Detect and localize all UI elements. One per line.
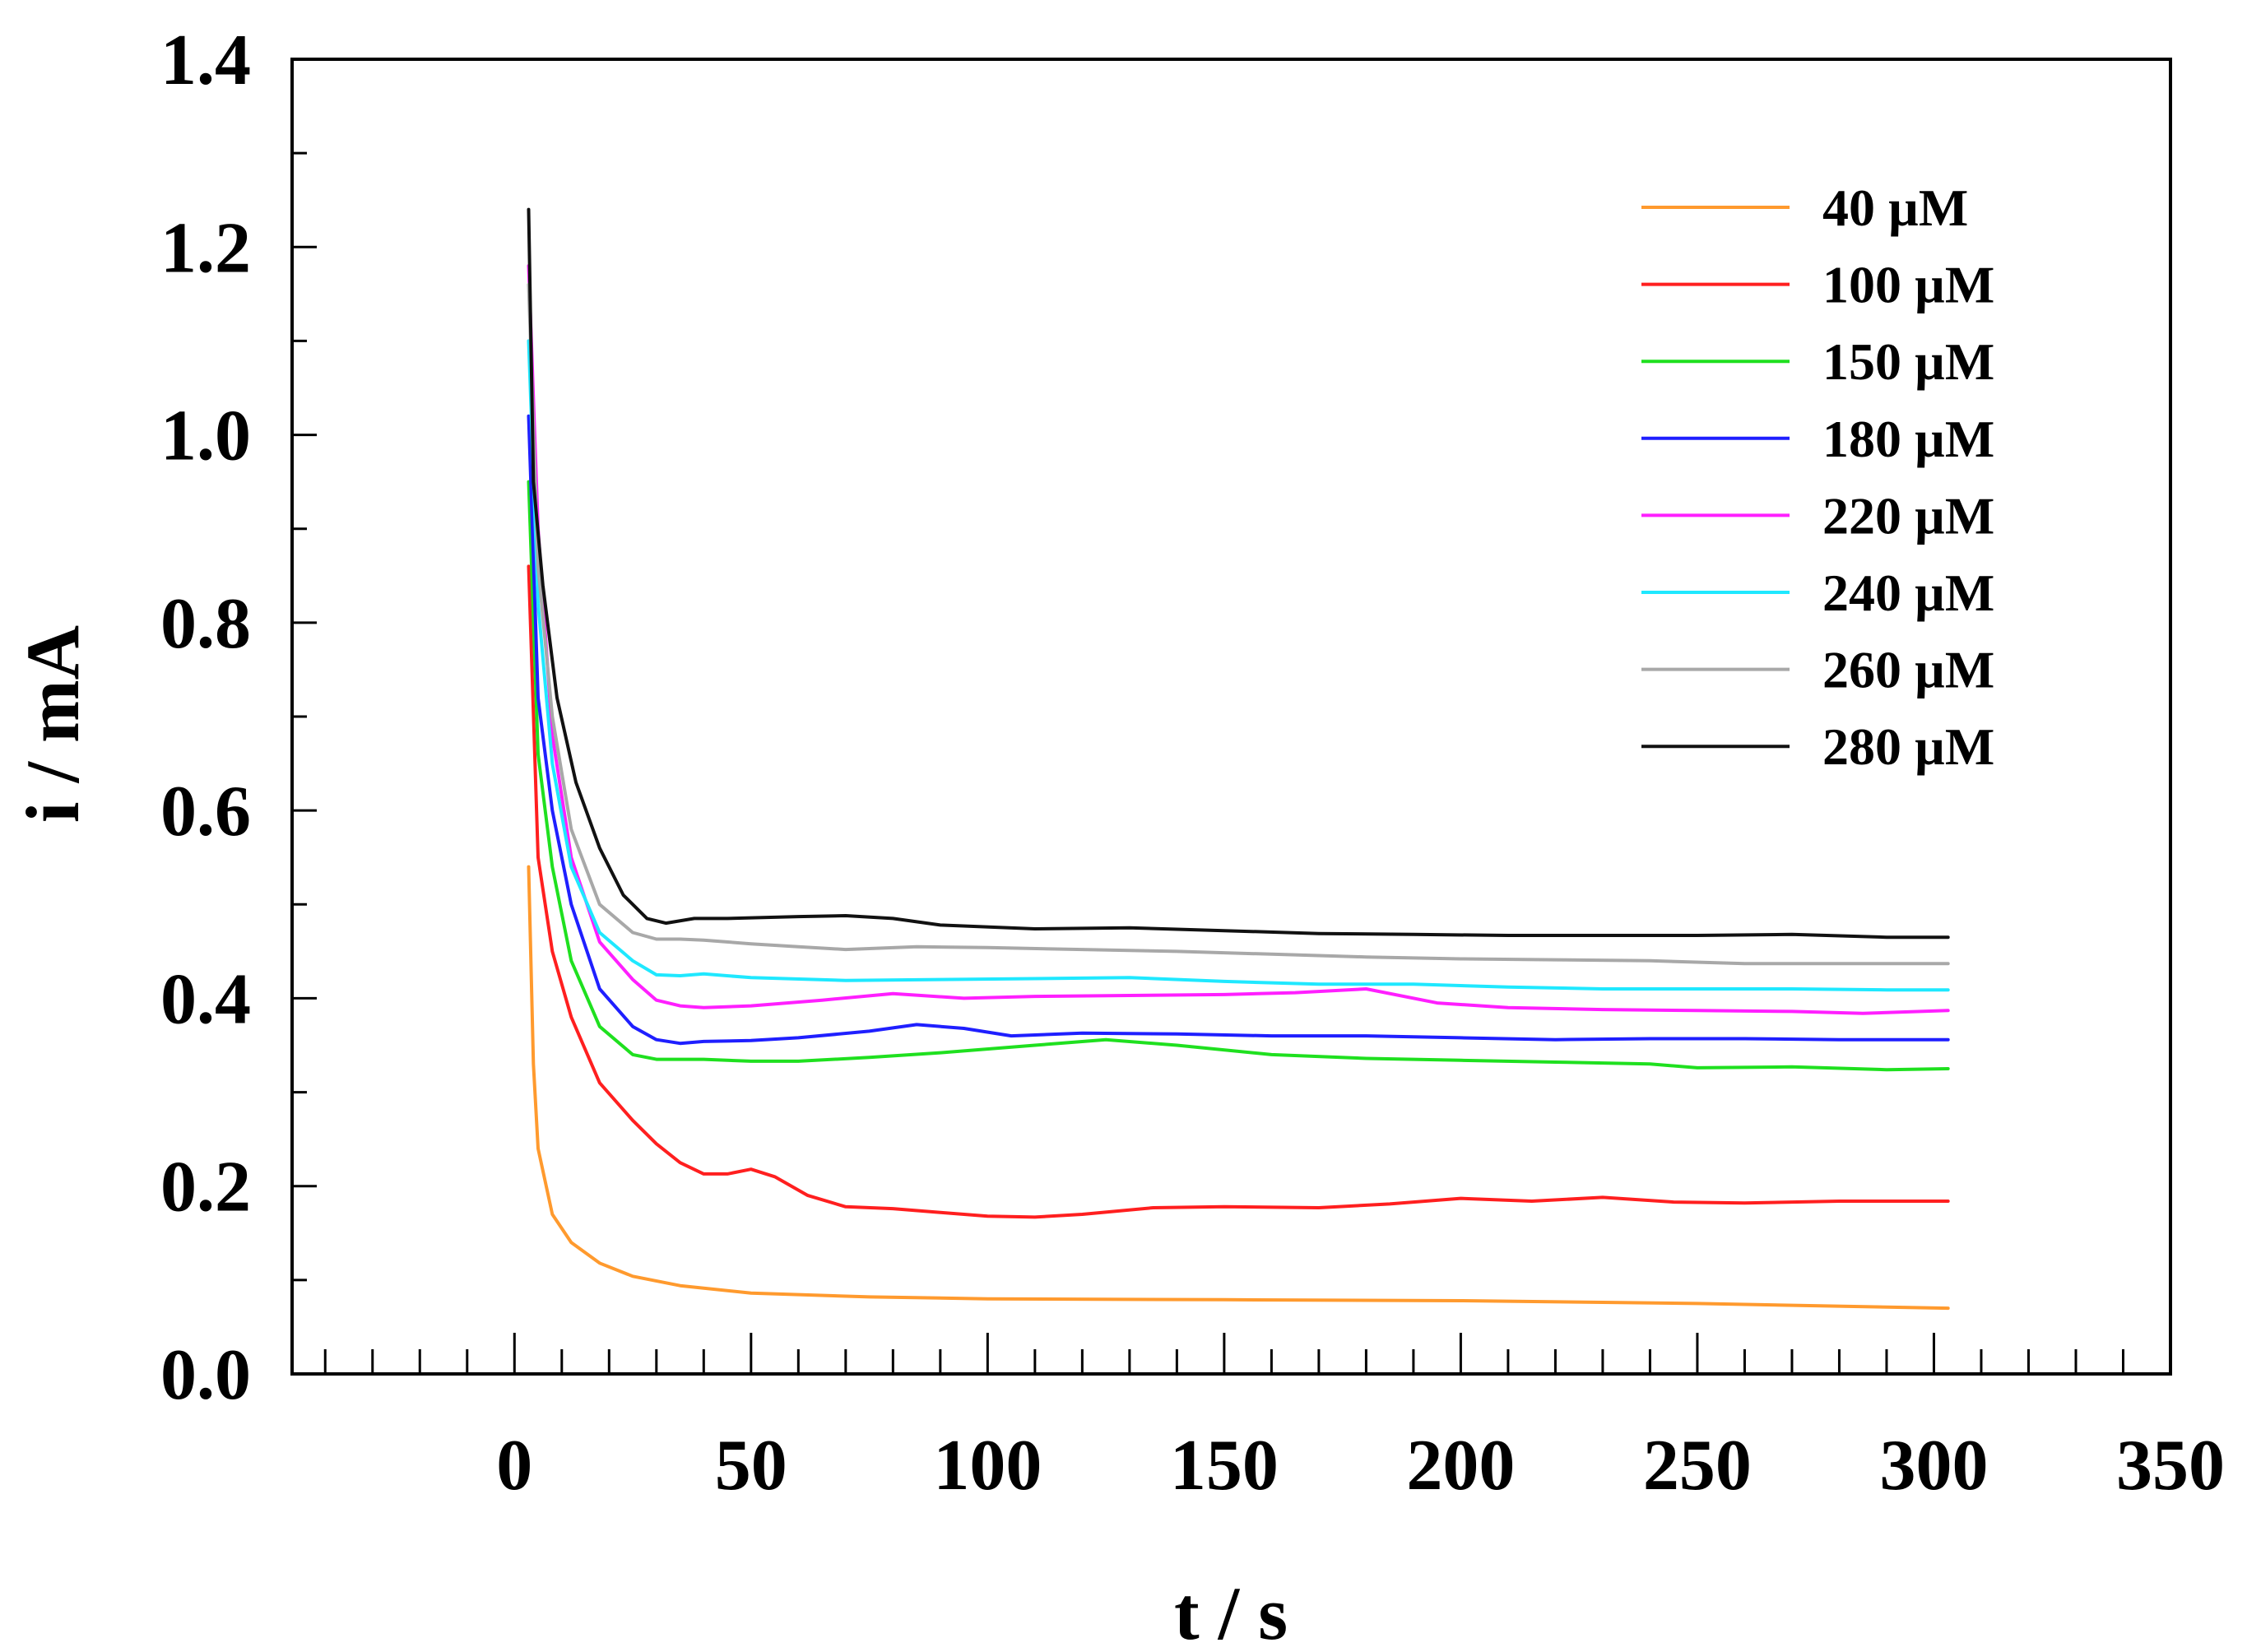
- x-tick-label: 150: [1170, 1426, 1279, 1506]
- series-line: [527, 339, 1950, 992]
- series-line: [527, 564, 1950, 1219]
- legend-label: 280 µM: [1822, 717, 1994, 776]
- x-axis: 0 50 100 150 200 250 300 350: [323, 1333, 2225, 1506]
- x-tick-label: 200: [1406, 1426, 1515, 1506]
- series-line: [527, 414, 1950, 1046]
- legend-label: 260 µM: [1822, 641, 1994, 699]
- y-tick-label: 1.2: [160, 208, 251, 288]
- legend-label: 240 µM: [1822, 564, 1994, 622]
- x-tick-label: 50: [715, 1426, 787, 1506]
- series-line: [527, 264, 1950, 1015]
- y-tick-label: 0.2: [160, 1148, 251, 1227]
- y-axis: 0.0 0.2 0.4 0.6 0.8 1.0 1.2 1.4: [160, 21, 317, 1415]
- y-tick-label: 0.0: [160, 1335, 251, 1415]
- x-axis-title: t / s: [1174, 1571, 1288, 1652]
- series-line: [527, 282, 1950, 966]
- legend-label: 220 µM: [1822, 486, 1994, 545]
- legend: 40 µM 100 µM 150 µM 180 µM 220 µM 240 µM 260 µ…: [1641, 179, 1994, 776]
- x-tick-label: 100: [933, 1426, 1042, 1506]
- series-layer: [527, 207, 1950, 1311]
- legend-label: 100 µM: [1822, 256, 1994, 314]
- y-tick-label: 1.4: [160, 21, 251, 100]
- x-tick-label: 300: [1879, 1426, 1988, 1506]
- x-tick-label: 350: [2116, 1426, 2225, 1506]
- y-tick-label: 0.4: [160, 959, 251, 1039]
- legend-label: 150 µM: [1822, 332, 1994, 391]
- series-line: [527, 207, 1950, 940]
- y-tick-label: 0.8: [160, 584, 251, 664]
- x-tick-label: 0: [496, 1426, 532, 1506]
- legend-label: 40 µM: [1822, 179, 1968, 237]
- series-line: [527, 865, 1950, 1311]
- series-line: [527, 480, 1950, 1072]
- legend-label: 180 µM: [1822, 410, 1994, 468]
- y-tick-label: 1.0: [160, 397, 251, 476]
- y-tick-label: 0.6: [160, 772, 251, 852]
- y-axis-title: i / mA: [11, 625, 95, 823]
- x-tick-label: 250: [1643, 1426, 1752, 1506]
